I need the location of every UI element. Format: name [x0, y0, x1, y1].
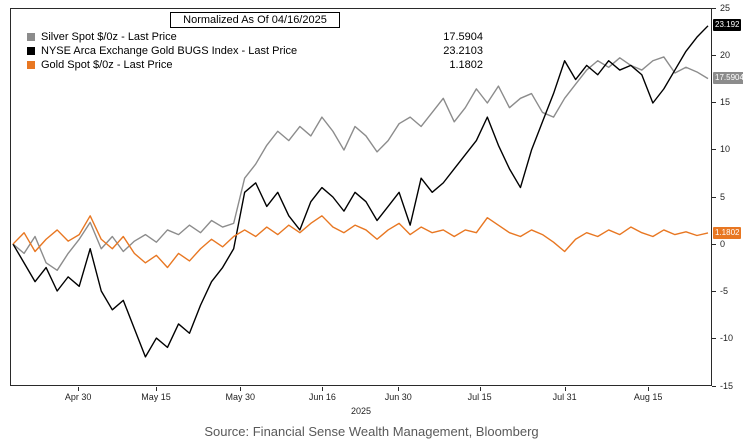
legend-item-value: 17.5904 [443, 31, 483, 43]
x-axis-tick [240, 387, 242, 391]
x-axis-label: Jul 31 [552, 392, 577, 402]
y-axis-label: -5 [720, 286, 729, 296]
y-axis-label: 25 [720, 2, 731, 13]
legend-item: NYSE Arca Exchange Gold BUGS Index - Las… [27, 44, 483, 58]
legend-item-value: 1.1802 [449, 59, 483, 71]
y-axis-tick [712, 102, 716, 103]
y-axis-tick [712, 243, 716, 245]
last-price-badge-gold: 1.1802 [713, 227, 742, 240]
x-axis-label: May 30 [225, 392, 255, 402]
x-axis-tick [564, 387, 566, 391]
y-axis-tick [712, 54, 716, 56]
y-axis-tick [712, 291, 716, 292]
y-axis-tick [712, 338, 716, 340]
legend-item: Silver Spot $/0z - Last Price 17.5904 [27, 30, 483, 44]
x-axis-label: Jul 15 [467, 392, 492, 402]
y-axis-label: -15 [720, 380, 734, 391]
y-axis-tick [712, 385, 716, 387]
legend-item-label: NYSE Arca Exchange Gold BUGS Index - Las… [41, 45, 298, 57]
last-price-badge-silver: 17.5904 [713, 72, 743, 85]
x-axis-tick [78, 387, 80, 391]
x-axis-year-label: 2025 [350, 406, 372, 416]
legend-header: Normalized As Of 04/16/2025 [170, 12, 340, 28]
y-axis-label: -10 [720, 333, 734, 344]
x-axis-tick [398, 387, 400, 391]
legend-item-label: Gold Spot $/0z - Last Price [41, 59, 173, 71]
y-axis-label: 5 [720, 191, 726, 202]
y-axis-label: 15 [720, 97, 731, 107]
x-axis-label: Jun 16 [308, 392, 336, 402]
chart-legend: Normalized As Of 04/16/2025 Silver Spot … [27, 12, 483, 72]
legend-item-value: 23.2103 [443, 45, 483, 57]
legend-item-label: Silver Spot $/0z - Last Price [41, 31, 177, 43]
y-axis-label: 10 [720, 144, 731, 155]
legend-item: Gold Spot $/0z - Last Price 1.1802 [27, 58, 483, 72]
legend-rows: Silver Spot $/0z - Last Price 17.5904 NYSE… [27, 30, 483, 72]
x-axis-label: Jun 30 [384, 392, 412, 402]
price-chart [12, 25, 709, 358]
y-axis-tick [712, 149, 716, 151]
series-line-gold-bugs [12, 25, 709, 358]
series-line-silver [12, 56, 709, 272]
y-axis-label: 20 [720, 49, 731, 60]
legend-marker-icon [27, 33, 35, 41]
legend-marker-icon [27, 47, 35, 55]
chart-plot-area: Normalized As Of 04/16/2025 Silver Spot … [10, 8, 712, 386]
source-caption: Source: Financial Sense Wealth Managemen… [204, 424, 539, 439]
x-axis-tick [479, 387, 481, 391]
y-axis-tick [712, 7, 716, 9]
x-axis-tick [322, 387, 324, 391]
legend-marker-icon [27, 61, 35, 69]
x-axis-label: May 15 [141, 392, 171, 402]
x-axis-tick [648, 387, 650, 391]
y-axis-label: 0 [720, 238, 726, 249]
x-axis-label: Aug 15 [633, 392, 663, 402]
y-axis: 25 20 15 10 5 0 -5 -10 -15 17.5904 23.192 1.1802 [712, 3, 743, 391]
x-axis: 2025 Apr 30 May 15 May 30 Jun 16 Jun 30 Jul 1… [10, 387, 712, 419]
y-axis-tick [712, 196, 716, 198]
x-axis-label: Apr 30 [64, 392, 92, 402]
last-price-badge-gold-bugs: 23.192 [713, 19, 742, 32]
x-axis-tick [156, 387, 158, 391]
series-line-gold [12, 215, 709, 269]
